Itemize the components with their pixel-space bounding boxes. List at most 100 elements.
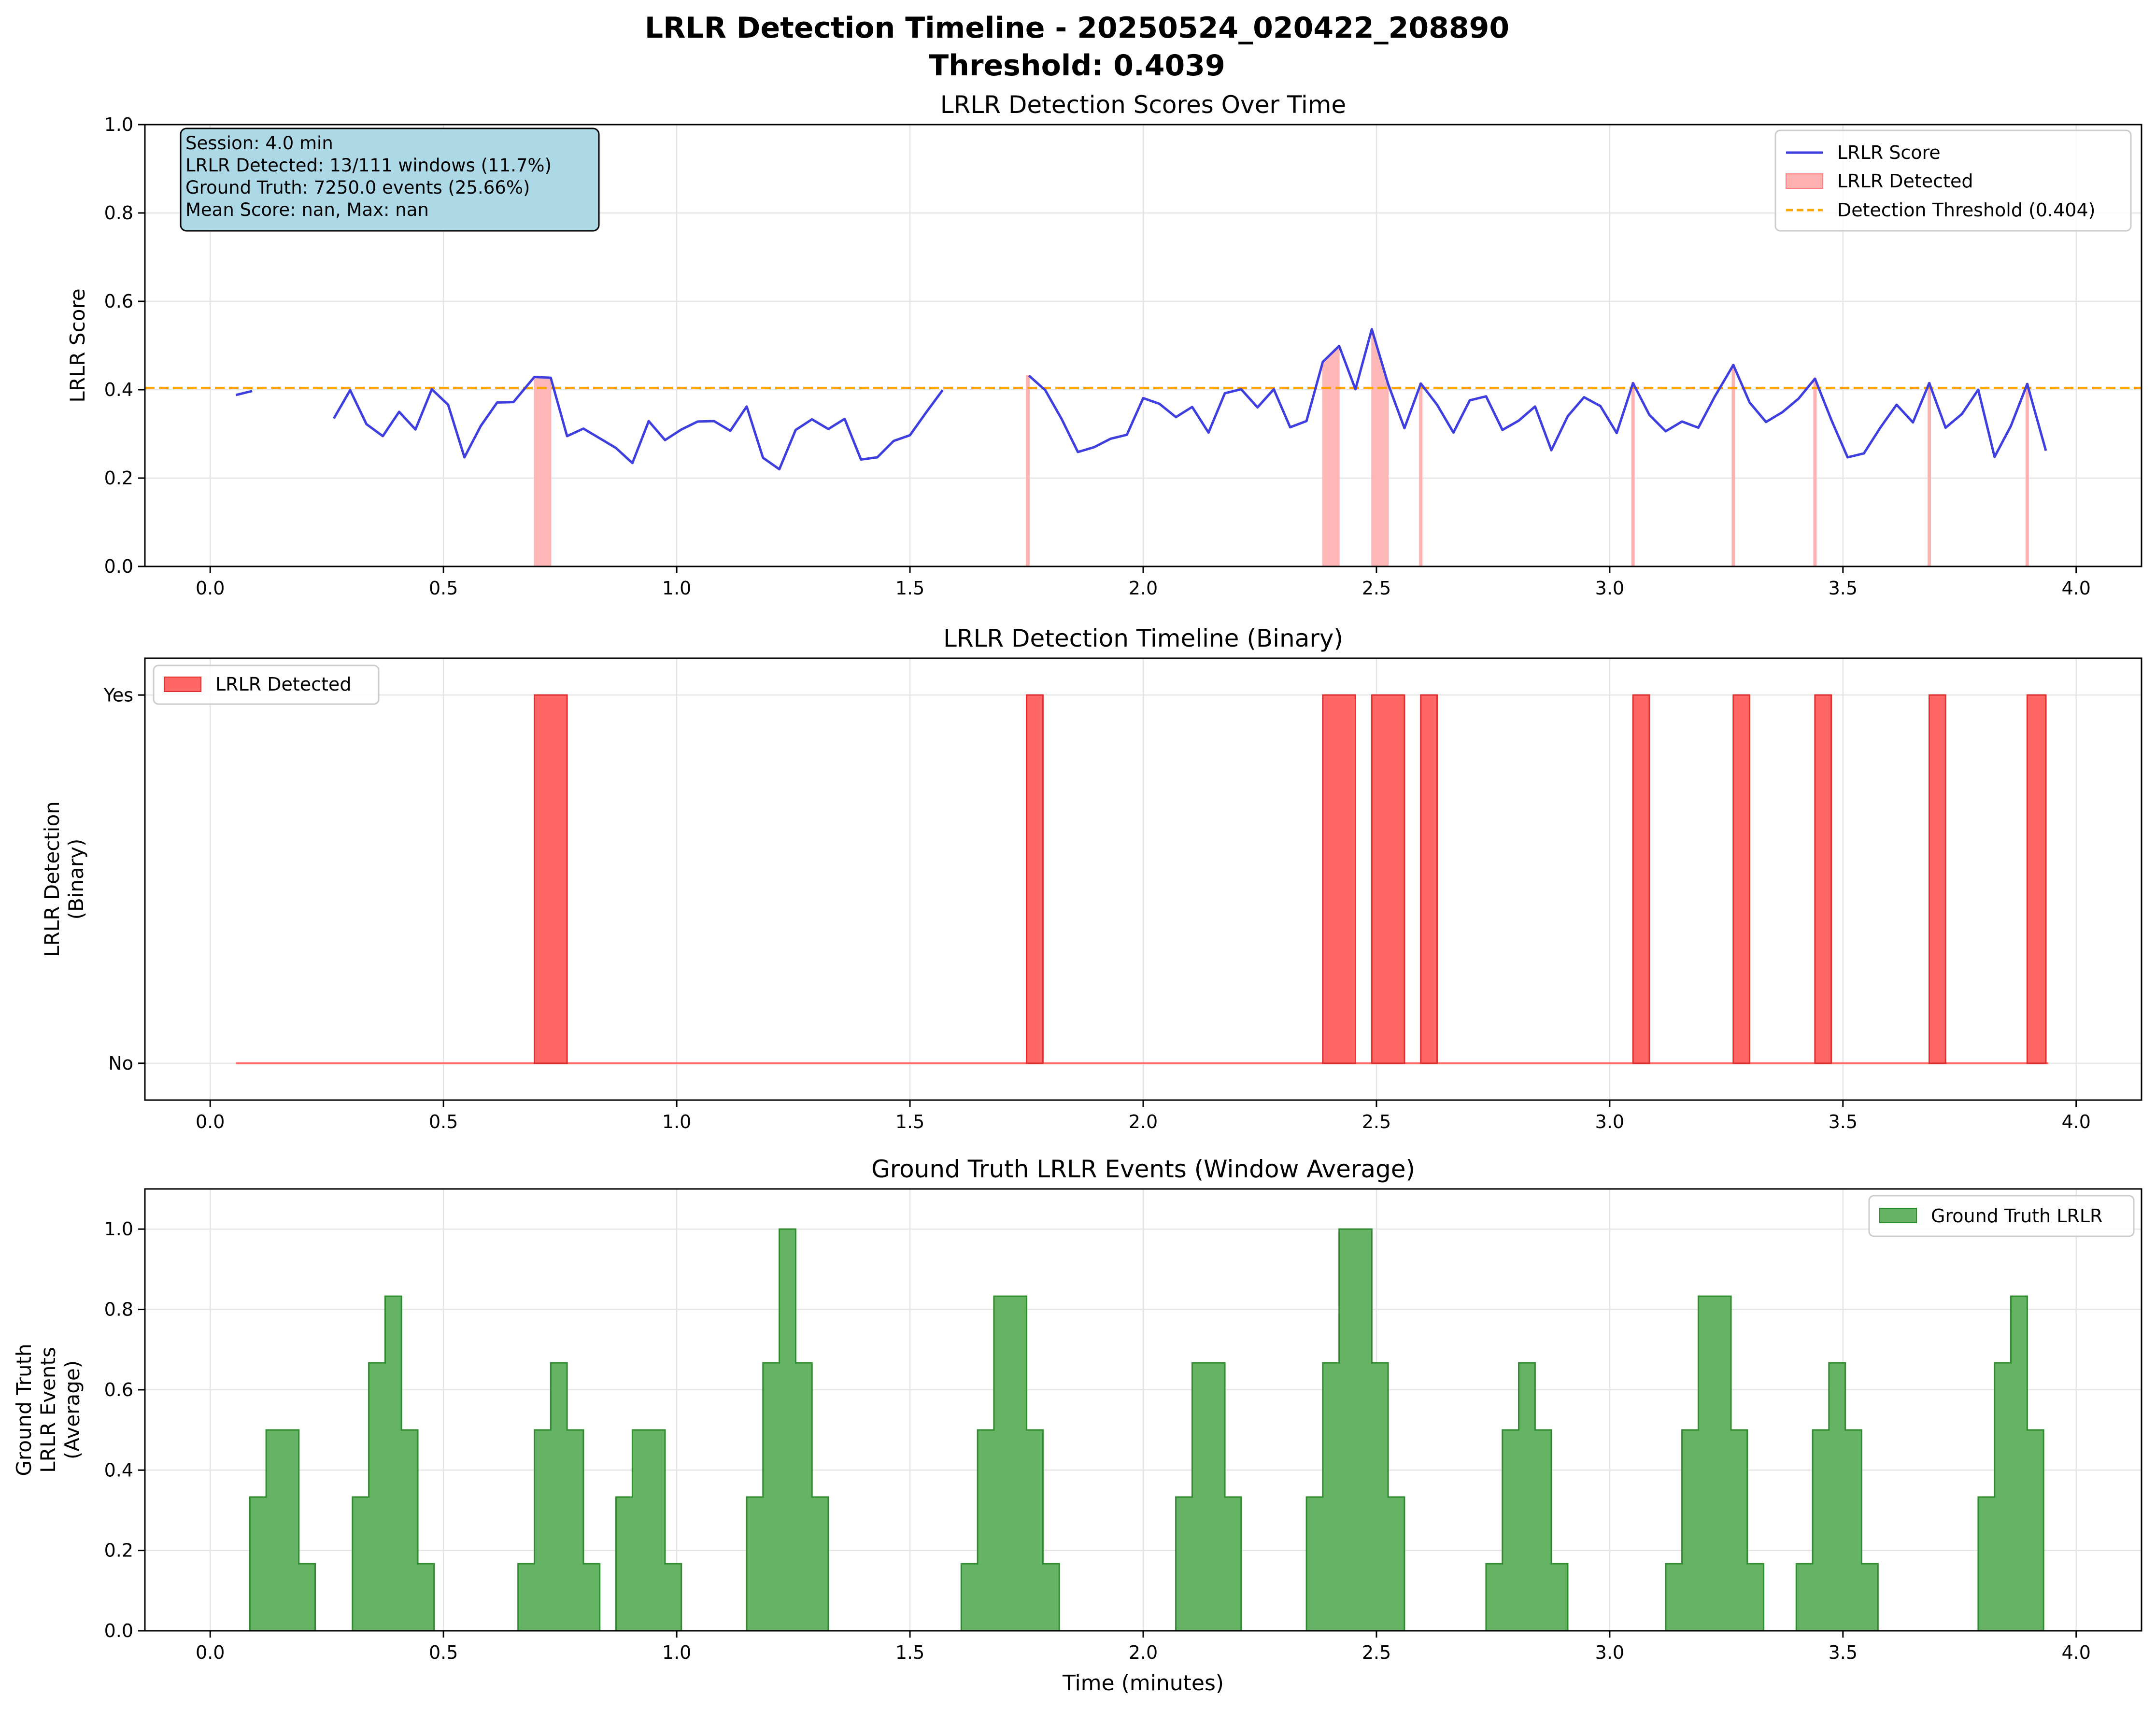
x-tick-label: 1.5 bbox=[895, 1642, 924, 1663]
x-tick-label: 3.5 bbox=[1829, 1642, 1858, 1663]
x-tick-label: 3.0 bbox=[1595, 578, 1624, 599]
y-tick-label: 0.8 bbox=[104, 1299, 133, 1320]
detection-bar bbox=[1322, 694, 1356, 1064]
detected-region bbox=[1419, 382, 1423, 567]
x-tick-label: 1.5 bbox=[895, 1111, 924, 1132]
ground-truth-area bbox=[249, 1429, 316, 1632]
info-box-line: Ground Truth: 7250.0 events (25.66%) bbox=[185, 177, 530, 198]
y-tick-label: No bbox=[108, 1053, 133, 1074]
detected-region bbox=[2025, 383, 2029, 567]
x-tick-label: 2.0 bbox=[1129, 1111, 1158, 1132]
chart-title: LRLR Detection Scores Over Time bbox=[940, 91, 1346, 119]
ground-truth-area bbox=[352, 1295, 435, 1632]
y-tick-label: 0.6 bbox=[104, 1379, 133, 1400]
detected-region bbox=[1026, 375, 1030, 567]
x-tick-label: 0.5 bbox=[429, 1111, 458, 1132]
legend-label: LRLR Detected bbox=[215, 674, 351, 695]
detected-region bbox=[1322, 345, 1340, 567]
x-tick-label: 0.0 bbox=[196, 578, 225, 599]
ground-truth-area bbox=[1795, 1362, 1879, 1632]
y-tick-label: 0.2 bbox=[104, 467, 133, 489]
x-tick-label: 3.0 bbox=[1595, 1111, 1624, 1132]
y-tick-label: 0.8 bbox=[104, 202, 133, 224]
legend-label: Detection Threshold (0.404) bbox=[1837, 199, 2095, 221]
x-tick-label: 4.0 bbox=[2062, 578, 2091, 599]
ground-truth-area bbox=[615, 1429, 682, 1632]
detection-bar bbox=[1929, 694, 1946, 1064]
y-axis-label-line1: LRLR Detection bbox=[40, 801, 64, 957]
y-tick-label: 1.0 bbox=[104, 1218, 133, 1240]
y-tick-label: 0.4 bbox=[104, 1459, 133, 1481]
legend-box bbox=[153, 664, 380, 705]
ground-truth-area bbox=[746, 1228, 829, 1632]
x-tick-label: 2.5 bbox=[1362, 578, 1391, 599]
score-chart: 0.0 0.5 1.0 1.5 2.0 2.5 3.0 3.5 4.0 0.0 0.2 0.4 0.6 0… bbox=[66, 91, 2142, 599]
ground-truth-area bbox=[1485, 1362, 1569, 1632]
x-tick-label: 1.0 bbox=[662, 1642, 691, 1663]
x-tick-label: 4.0 bbox=[2062, 1111, 2091, 1132]
score-line-segment bbox=[235, 390, 253, 396]
y-tick-label: Yes bbox=[103, 684, 133, 706]
detection-bar bbox=[1371, 694, 1405, 1064]
detection-bar bbox=[1026, 694, 1044, 1064]
info-box bbox=[180, 127, 600, 232]
legend-swatch-ground-truth bbox=[1879, 1208, 1917, 1223]
y-axis-label-line2: (Binary) bbox=[64, 839, 88, 920]
x-tick-label: 3.5 bbox=[1829, 1111, 1858, 1132]
legend-box bbox=[1774, 129, 2132, 232]
legend-label: LRLR Detected bbox=[1837, 170, 1973, 192]
y-tick-label: 0.4 bbox=[104, 379, 133, 400]
score-line-segment bbox=[1028, 328, 2047, 459]
x-tick-label: 2.0 bbox=[1129, 1642, 1158, 1663]
legend-label: Ground Truth LRLR bbox=[1931, 1205, 2102, 1227]
info-box-line: Mean Score: nan, Max: nan bbox=[185, 199, 429, 220]
y-axis-label-line2: LRLR Events bbox=[36, 1347, 60, 1473]
detected-region bbox=[1731, 364, 1735, 567]
legend-swatch-detected bbox=[164, 677, 201, 692]
detection-bar bbox=[2026, 694, 2047, 1064]
legend-box bbox=[1868, 1195, 2135, 1237]
y-axis-label: LRLR Score bbox=[66, 288, 89, 402]
x-tick-label: 0.0 bbox=[196, 1642, 225, 1663]
x-tick-label: 0.5 bbox=[429, 1642, 458, 1663]
detection-bar bbox=[1732, 694, 1751, 1064]
x-tick-label: 3.5 bbox=[1829, 578, 1858, 599]
x-tick-label: 4.0 bbox=[2062, 1642, 2091, 1663]
ground-truth-area bbox=[960, 1295, 1060, 1632]
chart-title: Ground Truth LRLR Events (Window Average… bbox=[871, 1155, 1415, 1183]
x-tick-label: 0.5 bbox=[429, 578, 458, 599]
x-tick-label: 2.5 bbox=[1362, 1111, 1391, 1132]
ground-truth-area bbox=[1665, 1295, 1765, 1632]
score-line-segment bbox=[333, 375, 944, 471]
axes-frame bbox=[144, 1188, 2142, 1632]
y-axis-label-line3: (Average) bbox=[60, 1360, 84, 1459]
detection-bar bbox=[1632, 694, 1650, 1064]
detected-region bbox=[1928, 382, 1931, 567]
y-tick-label: 0.0 bbox=[104, 1620, 133, 1641]
axes-frame bbox=[144, 124, 2142, 567]
info-box-line: LRLR Detected: 13/111 windows (11.7%) bbox=[185, 155, 552, 176]
ground-truth-area bbox=[1175, 1362, 1242, 1632]
y-tick-label: 1.0 bbox=[104, 114, 133, 135]
y-tick-label: 0.6 bbox=[104, 291, 133, 312]
detection-bar bbox=[1814, 694, 1832, 1064]
x-tick-label: 1.0 bbox=[662, 1111, 691, 1132]
detected-region bbox=[1631, 382, 1635, 567]
x-tick-label: 2.5 bbox=[1362, 1642, 1391, 1663]
ground-truth-chart: 0.0 0.5 1.0 1.5 2.0 2.5 3.0 3.5 4.0 0.0 0.2 0.4 0.6 0… bbox=[12, 1155, 2142, 1696]
x-tick-label: 2.0 bbox=[1129, 578, 1158, 599]
chart-title: LRLR Detection Timeline (Binary) bbox=[943, 624, 1343, 652]
x-tick-label: 1.5 bbox=[895, 578, 924, 599]
ground-truth-area bbox=[1977, 1295, 2044, 1632]
x-tick-label: 1.0 bbox=[662, 578, 691, 599]
legend-swatch-detected bbox=[1786, 173, 1823, 189]
axes-frame bbox=[144, 657, 2142, 1101]
detected-region bbox=[1813, 378, 1817, 567]
x-tick-label: 3.0 bbox=[1595, 1642, 1624, 1663]
detection-bar bbox=[534, 694, 568, 1064]
x-tick-label: 0.0 bbox=[196, 1111, 225, 1132]
y-axis-label-line1: Ground Truth bbox=[12, 1343, 36, 1476]
detection-bar bbox=[1420, 694, 1438, 1064]
